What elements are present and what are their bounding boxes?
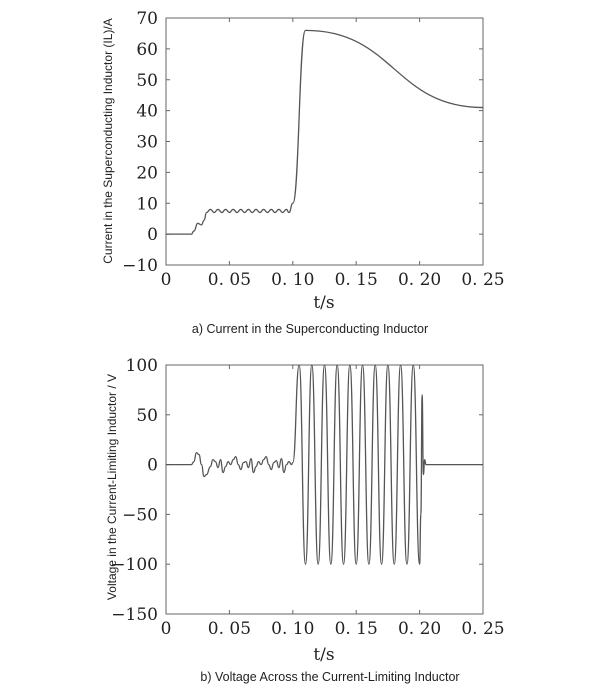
chart-a-x-axis-label: t/s (313, 293, 334, 313)
chart-b-plot-frame (165, 364, 484, 615)
chart-b-caption: b) Voltage Across the Current-Limiting I… (200, 670, 459, 684)
x-tick-label: 0. 20 (398, 270, 441, 290)
chart-a-series-line (166, 29, 484, 235)
chart-b-x-axis-label: t/s (313, 645, 334, 665)
chart-a-plot-frame (165, 17, 484, 266)
chart-a-x-ticks: 0 0. 05 0. 10 0. 15 0. 20 0. 25 (161, 18, 505, 290)
y-tick-label: −150 (111, 605, 158, 625)
y-tick-label: 0 (147, 225, 158, 245)
chart-a-y-ticks: −10 0 10 20 30 40 50 60 70 (122, 9, 483, 276)
chart-b-y-axis-label: Voltage in the Current-Limiting Inductor… (105, 374, 119, 600)
chart-b-y-ticks: −150 −100 −50 0 50 100 (111, 356, 483, 625)
y-tick-label: −100 (111, 555, 158, 575)
y-tick-label: 100 (126, 356, 158, 376)
x-tick-label: 0 (161, 270, 172, 290)
x-tick-label: 0. 05 (208, 619, 251, 639)
x-tick-label: 0. 25 (461, 270, 504, 290)
chart-b-x-ticks: 0 0. 05 0. 10 0. 15 0. 20 0. 25 (161, 365, 505, 639)
x-tick-label: 0. 10 (271, 270, 314, 290)
y-tick-label: 50 (136, 406, 158, 426)
y-tick-label: 50 (136, 71, 158, 91)
y-tick-label: 10 (136, 194, 158, 214)
y-tick-label: 30 (136, 133, 158, 153)
y-tick-label: −10 (122, 256, 158, 276)
x-tick-label: 0. 25 (461, 619, 504, 639)
x-tick-label: 0. 05 (208, 270, 251, 290)
y-tick-label: 40 (136, 102, 158, 122)
x-tick-label: 0 (161, 619, 172, 639)
y-tick-label: 70 (136, 9, 158, 29)
chart-b-series-line (165, 364, 483, 565)
x-tick-label: 0. 10 (271, 619, 314, 639)
x-tick-label: 0. 15 (335, 619, 378, 639)
y-tick-label: 20 (136, 163, 158, 183)
y-tick-label: −50 (122, 505, 158, 525)
x-tick-label: 0. 20 (398, 619, 441, 639)
y-tick-label: 0 (147, 456, 158, 476)
chart-a-caption: a) Current in the Superconducting Induct… (192, 322, 428, 336)
y-tick-label: 60 (136, 40, 158, 60)
chart-a-y-axis-label: Current in the Superconducting Inductor … (101, 18, 115, 263)
x-tick-label: 0. 15 (335, 270, 378, 290)
